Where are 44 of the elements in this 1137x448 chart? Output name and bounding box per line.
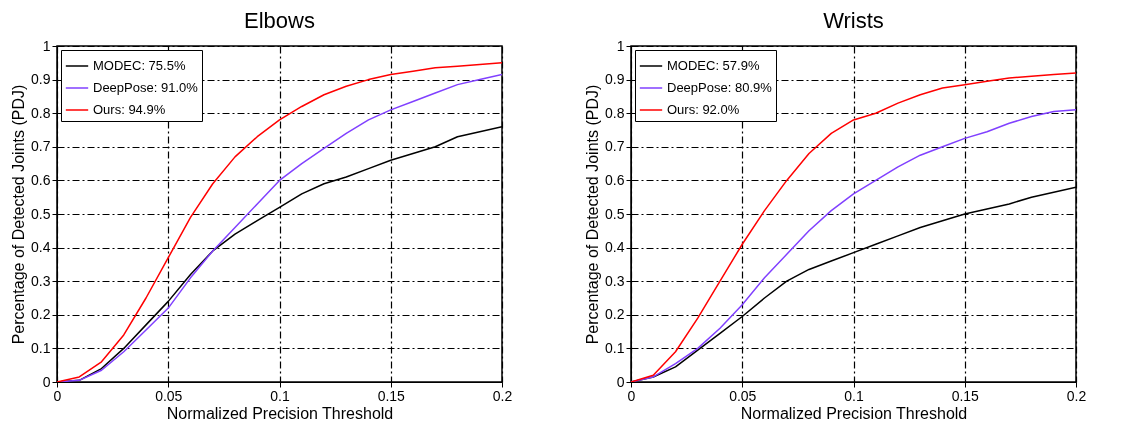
- y-tick-label: 0.2: [605, 306, 625, 323]
- y-tick-label: 0.5: [31, 205, 51, 222]
- x-tick-label: 0.05: [155, 387, 183, 404]
- y-tick-label: 0.5: [605, 205, 625, 222]
- y-tick-label: 0.4: [31, 239, 51, 256]
- x-tick-label: 0: [627, 387, 636, 404]
- y-axis-title: Percentage of Detected Joints (PDJ): [584, 84, 602, 345]
- y-tick-label: 0.4: [605, 239, 625, 256]
- y-tick-label: 0.7: [605, 138, 625, 155]
- y-tick-label: 0.8: [605, 104, 625, 121]
- x-tick-label: 0.2: [492, 387, 513, 404]
- x-tick-label: 0.05: [729, 387, 757, 404]
- y-tick-label: 1: [42, 37, 51, 54]
- y-tick-label: 0.2: [31, 306, 51, 323]
- y-tick-label: 0.6: [605, 171, 625, 188]
- y-tick-label: 0.9: [605, 71, 625, 88]
- x-tick-label: 0.15: [951, 387, 980, 404]
- legend-label: MODEC: 57.9%: [667, 58, 760, 73]
- y-tick-label: 0.9: [31, 71, 51, 88]
- legend-label: DeepPose: 91.0%: [93, 80, 199, 95]
- legend-label: Ours: 92.0%: [667, 102, 740, 117]
- legend-label: DeepPose: 80.9%: [667, 80, 773, 95]
- x-tick-label: 0.1: [270, 387, 290, 404]
- y-tick-label: 0.3: [31, 272, 51, 289]
- y-tick-label: 0.6: [31, 171, 51, 188]
- y-tick-label: 0.1: [31, 339, 51, 356]
- y-tick-label: 0: [616, 373, 625, 390]
- x-tick-label: 0: [53, 387, 62, 404]
- legend-label: Ours: 94.9%: [93, 102, 166, 117]
- y-tick-label: 0.8: [31, 104, 51, 121]
- y-tick-label: 0.3: [605, 272, 625, 289]
- y-tick-label: 0.7: [31, 138, 51, 155]
- chart-title: Elbows: [244, 8, 315, 33]
- y-tick-label: 0.1: [605, 339, 625, 356]
- y-axis-title: Percentage of Detected Joints (PDJ): [10, 84, 28, 345]
- chart-title: Wrists: [823, 8, 884, 33]
- y-tick-label: 1: [616, 37, 625, 54]
- x-tick-label: 0.2: [1066, 387, 1087, 404]
- x-tick-label: 0.15: [377, 387, 406, 404]
- x-tick-label: 0.1: [844, 387, 864, 404]
- y-tick-label: 0: [42, 373, 51, 390]
- x-axis-title: Normalized Precision Threshold: [740, 404, 968, 422]
- x-axis-title: Normalized Precision Threshold: [166, 404, 394, 422]
- legend-label: MODEC: 75.5%: [93, 58, 186, 73]
